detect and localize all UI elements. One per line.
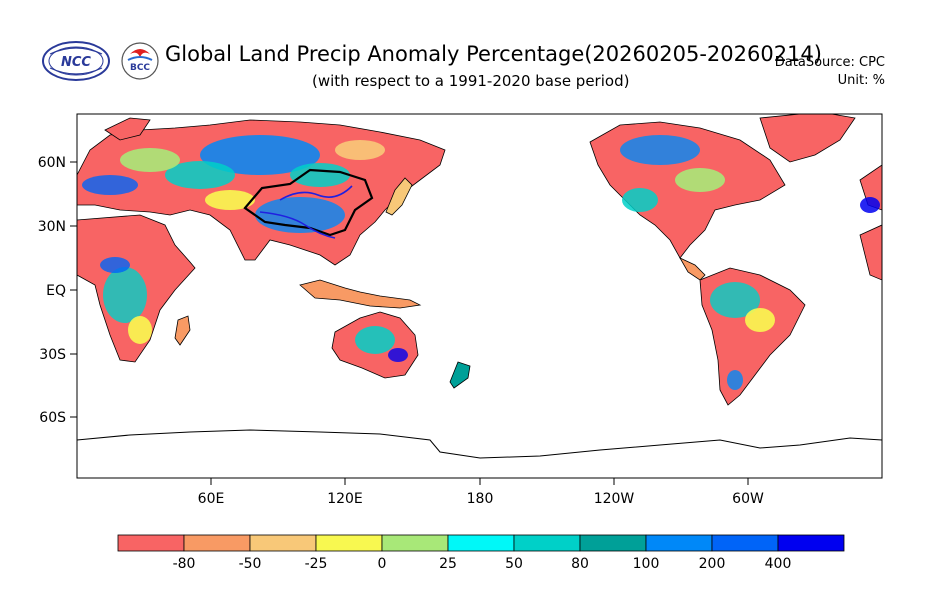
legend-label: 0	[378, 556, 387, 572]
tibet-region-border	[243, 168, 374, 237]
land-central-america	[679, 257, 706, 281]
legend-label: 80	[571, 556, 589, 572]
legend-swatch	[513, 534, 581, 552]
lat-label-eq: EQ	[46, 283, 66, 299]
legend-swatch	[711, 534, 779, 552]
legend-swatch	[645, 534, 713, 552]
legend-label: 400	[765, 556, 792, 572]
land-west-africa-edge	[859, 224, 882, 281]
land-madagascar	[174, 315, 191, 346]
legend-swatch	[447, 534, 515, 552]
map-subtitle: (with respect to a 1991-2020 base period…	[312, 72, 630, 90]
river-yangtze	[259, 211, 336, 239]
lat-label-60s: 60S	[39, 410, 66, 426]
legend-swatch	[579, 534, 647, 552]
lon-label-180: 180	[467, 491, 494, 507]
lon-label-120w: 120W	[594, 491, 635, 507]
map-title: Global Land Precip Anomaly Percentage(20…	[165, 42, 822, 66]
map-ticks	[70, 161, 749, 485]
ncc-logo: NCC	[42, 41, 110, 81]
lat-label-30s: 30S	[39, 347, 66, 363]
land-antarctica-coast	[77, 429, 882, 459]
data-source: DataSource: CPC	[774, 55, 885, 70]
land-greenland	[759, 114, 856, 163]
river-yellow	[279, 185, 353, 201]
land-new-zealand	[449, 361, 471, 389]
legend-label: 50	[505, 556, 523, 572]
legend-label: 200	[699, 556, 726, 572]
anomaly-patches	[82, 135, 880, 390]
legend-label: -50	[239, 556, 262, 572]
legend-swatch	[777, 534, 845, 552]
legend-label: -80	[173, 556, 196, 572]
bcc-logo: BCC	[121, 42, 159, 80]
legend-labels: -80 -50 -25 0 25 50 80 100 200 400	[173, 556, 792, 572]
ncc-logo-text: NCC	[61, 55, 91, 70]
bcc-logo-text: BCC	[130, 63, 150, 73]
map-content	[77, 114, 882, 459]
land-europe-edge	[859, 164, 882, 211]
land-scandinavia	[104, 117, 151, 141]
unit-label: Unit: %	[837, 73, 885, 88]
legend-label: -25	[305, 556, 328, 572]
lat-label-60n: 60N	[38, 155, 66, 171]
lon-label-60w: 60W	[732, 491, 764, 507]
land-japan	[385, 177, 413, 216]
legend-swatches	[117, 534, 845, 552]
legend-swatch	[315, 534, 383, 552]
legend-swatch	[183, 534, 251, 552]
legend-swatch	[249, 534, 317, 552]
lat-label-30n: 30N	[38, 219, 66, 235]
legend-swatch	[117, 534, 185, 552]
land-se-asia-islands	[299, 279, 422, 309]
lon-label-120e: 120E	[327, 491, 363, 507]
lon-label-60e: 60E	[198, 491, 225, 507]
legend-label: 25	[439, 556, 457, 572]
legend-label: 100	[633, 556, 660, 572]
legend-swatch	[381, 534, 449, 552]
